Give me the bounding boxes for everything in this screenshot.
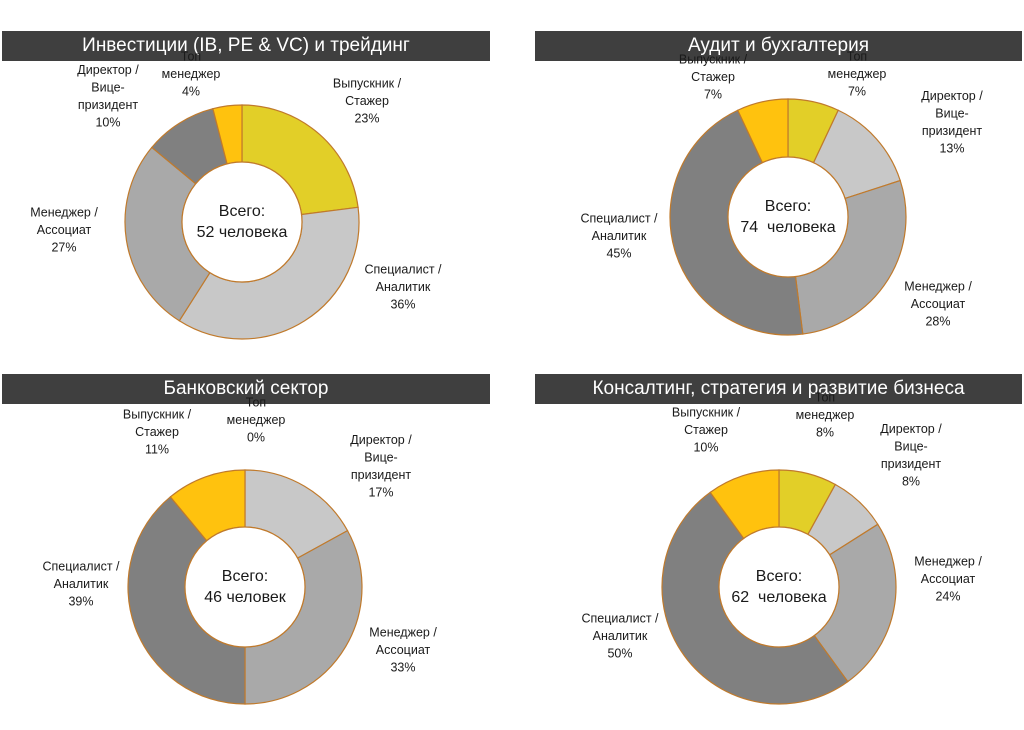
donut-chart-consulting: Топ менеджер 8% Директор / Вице-призидент 8% М… xyxy=(581,391,982,705)
slice-label-investments-1: Специалист / Аналитик 36% xyxy=(364,263,442,312)
slice-label-audit-2: Менеджер / Ассоциат 28% xyxy=(904,280,972,329)
slice-label-investments-3: Директор / Вице-призидент 10% xyxy=(77,63,139,130)
donut-hole-investments xyxy=(181,161,303,283)
chart-title-consulting: Консалтинг, стратегия и развитие бизнеса xyxy=(535,374,1022,404)
slice-label-audit-4: Выпускник / Стажер 7% xyxy=(679,53,748,102)
donut-hole-banking xyxy=(184,526,306,648)
donut-hole-consulting xyxy=(718,526,840,648)
slice-label-banking-2: Менеджер / Ассоциат 33% xyxy=(369,626,437,675)
slice-label-banking-3: Специалист / Аналитик 39% xyxy=(42,560,120,609)
slice-label-banking-0: Топ менеджер 0% xyxy=(227,396,286,445)
slice-label-consulting-2: Менеджер / Ассоциат 24% xyxy=(914,555,982,604)
center-total-consulting: Всего: 62 человека xyxy=(731,568,826,606)
center-total-banking: Всего: 46 человек xyxy=(204,568,287,606)
slice-label-banking-1: Директор / Вице-призидент 17% xyxy=(350,433,412,500)
chart-title-investments: Инвестиции (IB, PE & VC) и трейдинг xyxy=(2,31,490,61)
donut-chart-banking: Топ менеджер 0% Директор / Вице-призидент 17%… xyxy=(42,396,437,705)
center-total-investments: Всего: 52 человека xyxy=(197,203,288,241)
slice-label-consulting-4: Выпускник / Стажер 10% xyxy=(672,406,741,455)
slice-label-audit-1: Директор / Вице-призидент 13% xyxy=(921,89,983,156)
slice-label-audit-0: Топ менеджер 7% xyxy=(828,50,887,99)
slice-label-consulting-3: Специалист / Аналитик 50% xyxy=(581,612,659,661)
slice-label-investments-4: Топ менеджер 4% xyxy=(162,50,221,99)
slice-label-audit-3: Специалист / Аналитик 45% xyxy=(580,212,658,261)
slice-label-investments-0: Выпускник / Стажер 23% xyxy=(333,77,402,126)
donut-hole-audit xyxy=(727,156,849,278)
slice-label-consulting-0: Топ менеджер 8% xyxy=(796,391,855,440)
chart-title-banking: Банковский сектор xyxy=(2,374,490,404)
donut-chart-investments: Выпускник / Стажер 23% Специалист / Аналитик… xyxy=(30,50,442,340)
slice-label-investments-2: Менеджер / Ассоциат 27% xyxy=(30,206,98,255)
chart-title-audit: Аудит и бухгалтерия xyxy=(535,31,1022,61)
slice-label-banking-4: Выпускник / Стажер 11% xyxy=(123,408,192,457)
slice-label-consulting-1: Директор / Вице-призидент 8% xyxy=(880,422,942,489)
donut-chart-audit: Топ менеджер 7% Директор / Вице-призидент 13%… xyxy=(580,50,983,336)
center-total-audit: Всего: 74 человека xyxy=(740,198,835,236)
